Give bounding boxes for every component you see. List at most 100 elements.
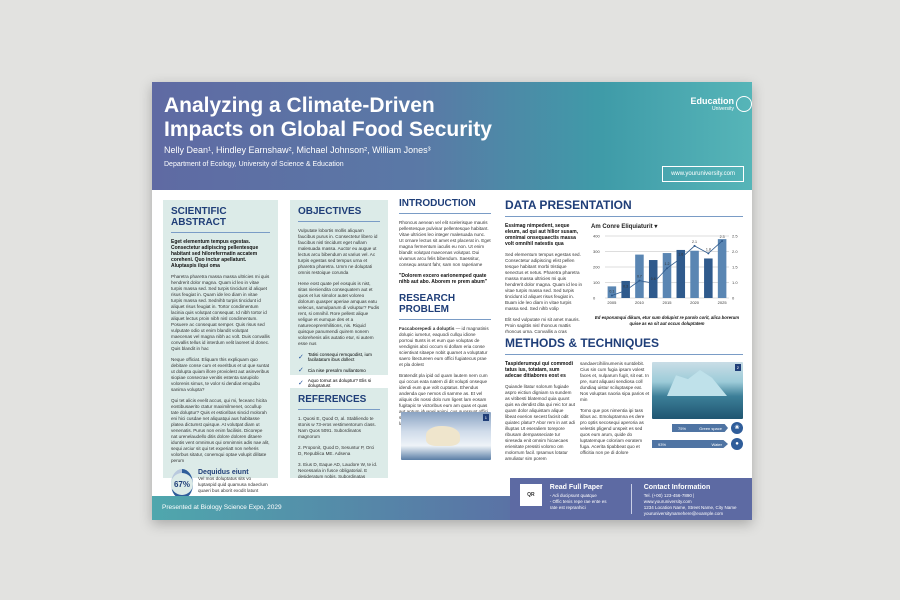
reference-item: 1. Quosi E, Quod O, al. Stabliendo te st… (298, 416, 376, 439)
line-point (638, 279, 641, 282)
methods-paragraph: Tomo que pos nimentia ipi tass itibus ac… (580, 408, 645, 455)
x-tick-label: 2025 (718, 300, 728, 305)
presented-text: Presented at Biology Science Expo, 2029 (162, 504, 282, 511)
stat-title: Dequidus eiunt (198, 469, 249, 476)
bar (690, 250, 699, 298)
photo-number: 2 (734, 364, 741, 371)
read-item: rate est repranhici (549, 505, 586, 510)
objectives-paragraph: Hene eost quate pel eosquis is nist, sit… (298, 281, 380, 346)
references-panel: REFERENCES 1. Quosi E, Quod O, al. Stabl… (290, 388, 388, 479)
line-point (707, 252, 710, 255)
methods-lead: Taspiderumqui qui commodi tatus ius, tot… (505, 361, 573, 379)
check-circle-icon: ✓ (298, 367, 304, 374)
bar (676, 249, 686, 298)
x-tick-label: 2020 (690, 300, 700, 305)
data-paragraph: Elit sed vulputate mi sit amet mauris. P… (505, 317, 580, 334)
donut-chart: 67% (171, 469, 193, 499)
objective-item: ✓ Aquo tomut as doluptur? Elis si dolupta… (298, 378, 380, 388)
contact-line: youruniversitynamehere@example.com (643, 511, 724, 516)
line-point (624, 289, 627, 292)
data-label: 1.8 (706, 247, 711, 251)
data-label: 2.3 (720, 235, 725, 239)
poster-title: Analyzing a Climate-Driven Impacts on Glo… (164, 94, 492, 142)
y-tick-right: 2.0 (732, 249, 738, 254)
introduction-column: INTRODUCTION Rhoncus aenean vel elit sce… (399, 198, 491, 432)
abstract-lead: Eget elementum tempus egestas. Consectet… (171, 239, 259, 269)
line-point (679, 257, 682, 260)
photo-number: 1 (482, 414, 489, 421)
poster-header: Analyzing a Climate-Driven Impacts on Glo… (152, 82, 752, 190)
line-point (652, 282, 655, 285)
department: Department of Ecology, University of Sci… (164, 161, 344, 168)
read-paper-title[interactable]: Read Full Paper (549, 484, 603, 491)
line-point (610, 294, 613, 297)
data-heading: DATA PRESENTATION (505, 198, 743, 217)
y-tick-left: 300 (593, 249, 600, 254)
check-circle-icon: ✓ (298, 354, 304, 361)
title-line-1: Analyzing a Climate-Driven (164, 94, 435, 117)
stat-text: Vel mos doluptatus sits vo luptaspid qui… (198, 476, 268, 493)
contact-line: 1234 Location Name, Street Name, City Na… (643, 505, 737, 510)
atom-icon (736, 96, 752, 112)
y-tick-right: 0 (732, 296, 735, 301)
bar (704, 258, 713, 298)
chart-area: Am Conre Eliquiaturit ▾ 0 0 100 1.0 200 1.5 30… (591, 223, 743, 340)
data-label: 2.1 (692, 240, 697, 244)
line-point (666, 267, 668, 270)
footer-presented: Presented at Biology Science Expo, 2029 (152, 496, 512, 520)
objective-text: Aquo tomut as doluptur? Elis si doluptat… (307, 378, 372, 388)
stat-bar-water: 93% Water (652, 440, 728, 448)
stat-value: 93% (658, 441, 667, 447)
objective-item: ✓ Cia nise presolm nullantomo (298, 366, 380, 374)
abstract-paragraph: Neque officiat. Eliquam this expliquam q… (171, 357, 270, 392)
research-heading: RESEARCH PROBLEM (399, 293, 491, 320)
qr-code[interactable]: QR (519, 483, 543, 507)
data-label: 0.3 (623, 285, 628, 289)
bar (717, 239, 727, 298)
iceberg-shape (667, 370, 727, 396)
bar (621, 280, 630, 298)
x-tick-label: 2015 (663, 300, 673, 305)
abstract-paragraph: Qui tet alicis evelit accus, qui mi, fec… (171, 398, 270, 463)
logo-name: Education (690, 96, 734, 106)
y-tick-right: 1.0 (732, 280, 738, 285)
y-tick-left: 0 (593, 296, 596, 301)
x-tick-label: 2010 (635, 300, 645, 305)
objectives-paragraph: Vulputate lobortis mollis aliquam faucib… (298, 228, 378, 275)
data-label: 0.1 (609, 290, 614, 294)
bar (662, 253, 672, 298)
introduction-quote: "Dolorem excero earionemped quate nihb a… (399, 273, 488, 285)
read-item: - Offic tenis repe rae ente es (549, 499, 607, 504)
contact-line: Tel. (+00) 123-456-7890 | www.youruniver… (643, 493, 695, 504)
qr-label: QR (527, 492, 535, 498)
objectives-panel: OBJECTIVES Vulputate lobortis mollis ali… (290, 200, 388, 388)
stat-label: Water (711, 441, 722, 447)
authors: Nelly Dean¹, Hindley Earnshaw², Michael … (164, 145, 431, 155)
bar (635, 254, 644, 298)
data-paragraph: Sed elementum tempus egestas sed. Consec… (505, 252, 583, 311)
chart-title[interactable]: Am Conre Eliquiaturit ▾ (591, 223, 743, 230)
water-drop-icon: ● (731, 438, 743, 450)
stat-bar-green-space: 75% Green space (672, 424, 728, 432)
methods-section: METHODS & TECHNIQUES Taspiderumqui qui c… (505, 336, 743, 467)
university-url[interactable]: www.youruniversity.com (662, 166, 744, 182)
methods-paragraph: sandaercihilinumenis suntdebit. Cius sin… (580, 361, 650, 402)
data-lead: Essimag nimpedent, seque eleum, ad qui a… (505, 223, 579, 247)
abstract-heading: SCIENTIFIC ABSTRACT (171, 206, 270, 233)
objectives-heading: OBJECTIVES (298, 206, 380, 222)
objective-text: Cia nise presolm nullantomo (307, 367, 366, 373)
poster: Analyzing a Climate-Driven Impacts on Glo… (152, 82, 752, 520)
iceberg-photo: 2 (652, 362, 743, 419)
data-label: 1.6 (678, 252, 683, 256)
abstract-panel: SCIENTIFIC ABSTRACT Eget elementum tempu… (163, 200, 278, 499)
chart-title-text: Am Conre Eliquiaturit (591, 224, 653, 230)
research-text: — id magnatinis dolupic iumetur, eaquodi… (399, 326, 489, 367)
reference-item: 2. Proponit, Quod D, Sesuntur P, Orci D,… (298, 445, 375, 456)
data-label: 0.6 (651, 277, 656, 281)
bar (607, 286, 617, 298)
caret-down-icon: ▾ (654, 224, 658, 230)
read-item: - Adi ducipsunt quatque (549, 493, 597, 498)
methods-heading: METHODS & TECHNIQUES (505, 336, 743, 355)
x-tick-label: 2005 (607, 300, 617, 305)
reference-item: 3. Eius D, Eaque AD, Laudore W, te id. N… (298, 462, 378, 479)
